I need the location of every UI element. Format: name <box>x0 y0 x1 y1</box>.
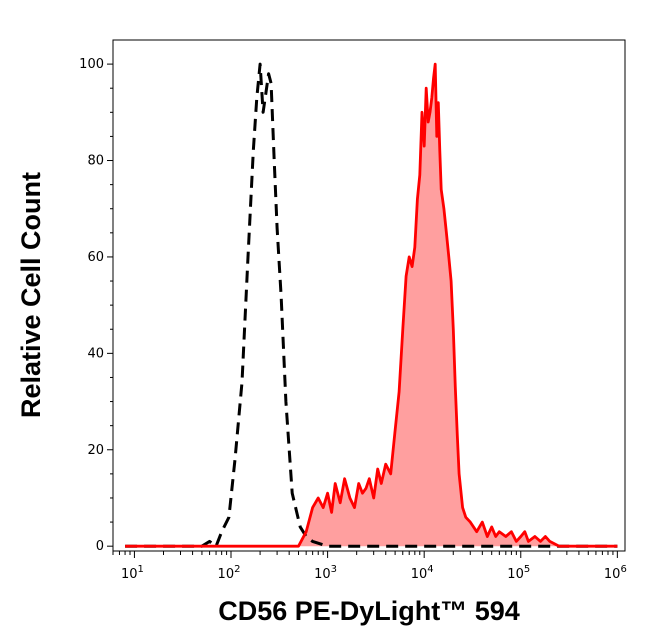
y-tick-label: 20 <box>87 443 104 458</box>
y-tick-label: 80 <box>87 154 104 169</box>
x-tick-label: 106 <box>604 564 627 582</box>
x-tick-label: 101 <box>121 564 144 582</box>
series-areas <box>125 64 618 547</box>
y-tick-label: 0 <box>96 539 104 554</box>
y-tick-label: 60 <box>87 250 104 265</box>
y-tick-label: 100 <box>79 57 104 72</box>
plot-frame <box>112 39 626 552</box>
y-tick-label: 40 <box>87 346 104 361</box>
y-axis: 0 20 40 60 80 100 <box>79 57 113 554</box>
x-tick-label: 105 <box>507 564 530 582</box>
series-1-line <box>125 62 618 548</box>
y-axis-title: Relative Cell Count <box>16 172 46 418</box>
series-0-line <box>125 62 618 548</box>
x-tick-label: 103 <box>314 564 337 582</box>
x-tick-label: 102 <box>218 564 241 582</box>
series-lines <box>125 62 618 548</box>
x-tick-label: 104 <box>411 564 434 582</box>
x-axis-title: CD56 PE-DyLight™ 594 <box>218 596 520 626</box>
series-1-fill <box>125 64 618 547</box>
x-axis: 101 102 103 104 105 106 <box>112 551 627 582</box>
